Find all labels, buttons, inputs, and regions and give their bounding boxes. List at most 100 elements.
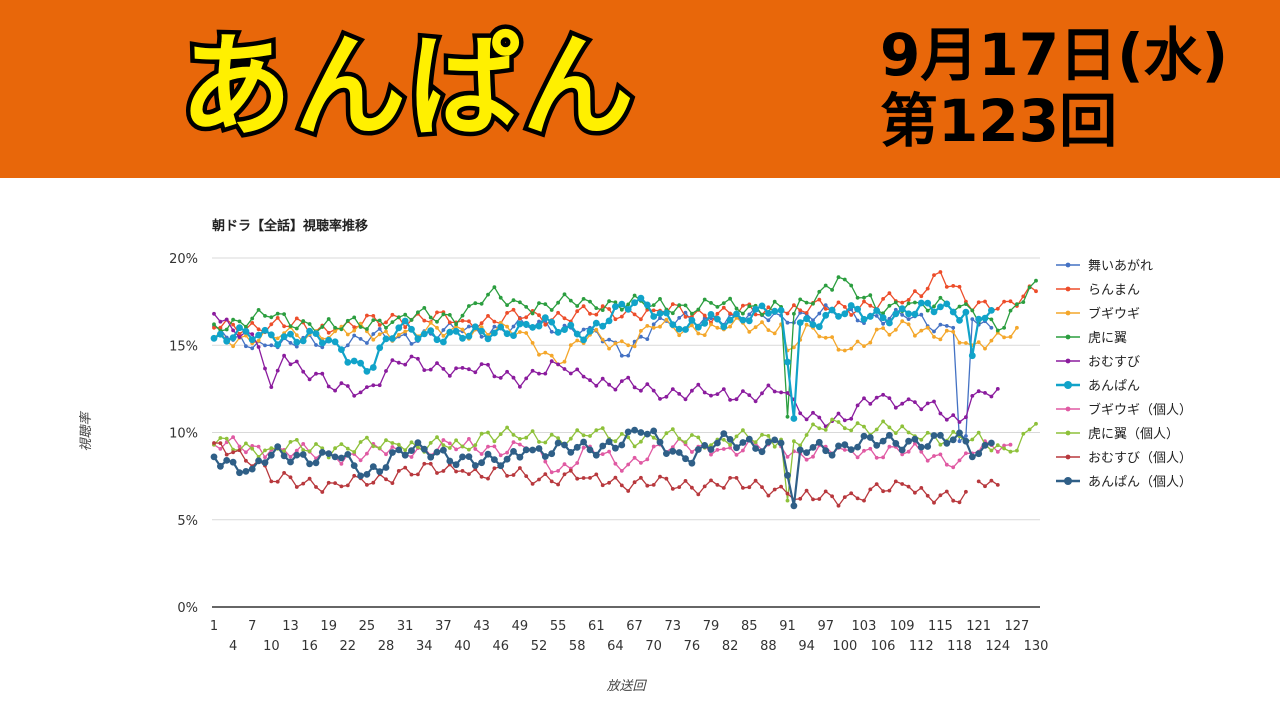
data-point: [549, 359, 554, 364]
data-point: [294, 485, 299, 489]
data-point: [919, 449, 924, 454]
data-point: [976, 479, 981, 484]
data-point: [690, 433, 694, 437]
data-point: [1002, 335, 1006, 340]
data-point: [842, 426, 847, 431]
data-point: [212, 441, 216, 445]
data-point: [664, 431, 669, 436]
data-point: [599, 322, 607, 330]
data-point: [516, 320, 524, 328]
data-point: [715, 483, 720, 487]
data-point: [382, 464, 390, 471]
data-point: [631, 299, 638, 307]
data-point: [709, 393, 713, 398]
data-point: [505, 369, 509, 374]
data-point: [575, 338, 580, 343]
data-point: [575, 428, 580, 432]
data-point: [879, 437, 887, 445]
data-point: [440, 446, 447, 454]
data-point: [454, 447, 458, 452]
data-point: [518, 316, 522, 321]
data-point: [497, 323, 505, 331]
legend-marker: [1065, 430, 1071, 436]
data-point: [975, 450, 983, 458]
data-point: [624, 428, 632, 436]
data-point: [944, 285, 949, 289]
data-point: [951, 325, 956, 330]
data-point: [408, 325, 415, 333]
data-point: [765, 438, 772, 446]
data-point: [690, 485, 694, 490]
data-point: [758, 302, 766, 310]
x-tick-label: 85: [741, 619, 758, 634]
data-point: [250, 332, 255, 336]
data-point: [772, 389, 777, 394]
data-point: [855, 403, 860, 408]
data-point: [401, 317, 409, 325]
data-point: [937, 431, 944, 439]
series-line: [213, 271, 1037, 335]
x-tick-label: 37: [435, 619, 452, 634]
data-point: [632, 444, 637, 449]
data-point: [651, 435, 656, 440]
data-point: [231, 344, 236, 349]
data-point: [256, 444, 261, 449]
data-point: [416, 472, 420, 477]
data-point: [694, 323, 702, 331]
data-point: [465, 332, 473, 340]
data-point: [913, 490, 917, 495]
data-point: [995, 483, 1000, 487]
data-point: [650, 427, 658, 435]
data-point: [881, 489, 885, 494]
data-point: [656, 310, 664, 317]
legend-marker: [1065, 310, 1071, 316]
data-point: [943, 300, 951, 308]
data-point: [537, 301, 541, 305]
data-point: [414, 439, 422, 446]
data-point: [363, 471, 371, 478]
data-point: [906, 298, 911, 302]
data-point: [957, 420, 962, 424]
data-point: [938, 322, 943, 327]
data-point: [887, 444, 892, 449]
data-point: [949, 436, 957, 444]
data-point: [619, 353, 624, 358]
data-point: [632, 312, 637, 317]
data-point: [842, 277, 847, 282]
data-point: [498, 453, 503, 458]
data-point: [333, 388, 337, 393]
legend-item: 舞いあがれ: [1056, 259, 1153, 274]
data-point: [581, 476, 586, 480]
data-point: [811, 318, 815, 323]
x-tick-label: 13: [282, 619, 299, 634]
data-point: [441, 334, 446, 338]
data-point: [696, 382, 701, 387]
data-point: [728, 324, 732, 329]
data-point: [562, 472, 567, 477]
data-point: [619, 483, 624, 488]
data-point: [581, 445, 586, 450]
data-point: [618, 300, 626, 308]
data-point: [804, 457, 809, 462]
data-point: [887, 332, 892, 337]
data-point: [333, 325, 337, 330]
data-point: [683, 479, 688, 483]
data-point: [409, 354, 414, 359]
data-point: [866, 313, 874, 320]
data-point: [709, 452, 713, 457]
data-point: [683, 315, 688, 319]
data-point: [607, 307, 611, 311]
data-point: [441, 328, 446, 332]
data-point: [690, 311, 694, 316]
data-point: [338, 454, 345, 462]
data-point: [492, 285, 497, 290]
data-point: [745, 435, 753, 443]
data-point: [503, 330, 511, 338]
data-point: [887, 425, 892, 430]
data-point: [581, 304, 586, 309]
data-point: [371, 337, 376, 342]
legend-item: らんまん: [1056, 283, 1140, 298]
data-point: [231, 450, 236, 455]
data-point: [331, 338, 339, 346]
data-point: [248, 336, 256, 344]
